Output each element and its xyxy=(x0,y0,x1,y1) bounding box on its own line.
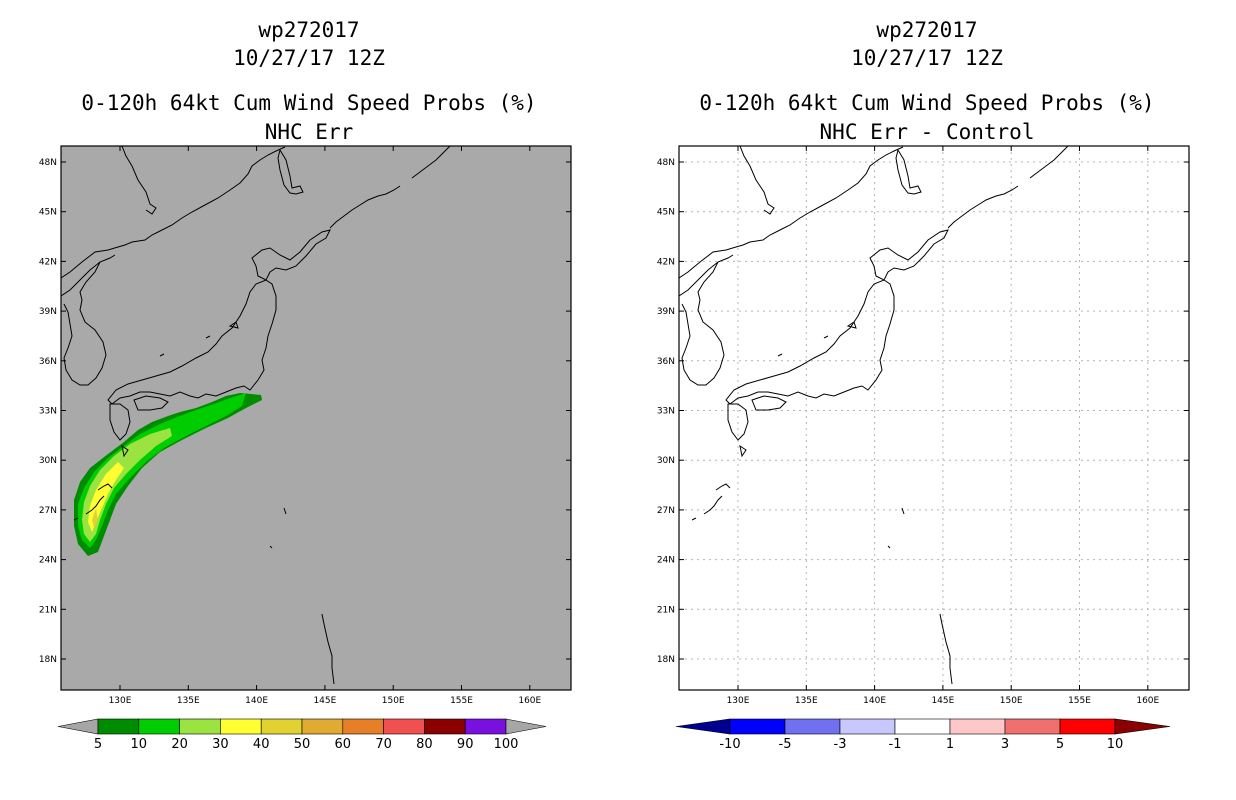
left-map-figure: 48N 45N 42N 39N 36N 33N 30N 27N 24N 21N 18N 130E 135… xyxy=(39,145,572,752)
lat-label: 21N xyxy=(657,605,675,615)
lat-label: 33N xyxy=(39,407,57,417)
colorbar-box xyxy=(179,718,221,735)
colorbar-end-right xyxy=(505,718,547,735)
colorbar-label: -1 xyxy=(889,737,902,752)
right-panel: wp272017 10/27/17 12Z 0-120h 64kt Cum Wi… xyxy=(618,0,1236,800)
colorbar-end-left xyxy=(675,718,731,735)
product-subtitle: NHC Err xyxy=(264,120,354,144)
colorbar-label: -3 xyxy=(834,737,847,752)
lat-label: 48N xyxy=(657,158,675,168)
lon-label: 145E xyxy=(931,696,954,706)
lon-label: 140E xyxy=(245,696,268,706)
lat-label: 42N xyxy=(39,257,57,267)
map-background xyxy=(679,146,1189,690)
lon-label: 150E xyxy=(382,696,405,706)
graticule xyxy=(679,146,1189,690)
lon-label: 145E xyxy=(313,696,336,706)
lat-label: 18N xyxy=(39,655,57,665)
lat-label: 39N xyxy=(39,307,57,317)
colorbar-box xyxy=(1004,718,1061,735)
colorbar-label: -5 xyxy=(779,737,792,752)
lat-label: 48N xyxy=(39,158,57,168)
colorbar-label: 90 xyxy=(457,737,474,752)
map-frame xyxy=(60,145,572,691)
colorbar-label: 10 xyxy=(1107,737,1124,752)
lon-label: 130E xyxy=(109,696,132,706)
lon-label: 160E xyxy=(518,696,541,706)
product-title: 0-120h 64kt Cum Wind Speed Probs (%) xyxy=(81,91,537,115)
swath-40pct xyxy=(92,508,98,528)
lon-label: 135E xyxy=(177,696,200,706)
colorbar-label: 70 xyxy=(375,737,392,752)
colorbar-label: 100 xyxy=(494,737,519,752)
colorbar: -10 -5 -3 -1 1 3 5 10 xyxy=(675,718,1171,752)
lat-label: 36N xyxy=(657,357,675,367)
lon-label: 155E xyxy=(1068,696,1091,706)
product-title: 0-120h 64kt Cum Wind Speed Probs (%) xyxy=(699,91,1155,115)
colorbar-box xyxy=(260,718,303,735)
lat-label: 36N xyxy=(39,357,57,367)
colorbar-box xyxy=(383,718,425,735)
colorbar-box xyxy=(729,718,786,735)
map-background xyxy=(61,146,571,690)
product-subtitle: NHC Err - Control xyxy=(819,120,1035,144)
colorbar-label: 30 xyxy=(212,737,229,752)
map-frame xyxy=(678,145,1190,691)
storm-id: wp272017 xyxy=(876,18,978,42)
lat-label: 30N xyxy=(657,456,675,466)
colorbar-box xyxy=(839,718,896,735)
colorbar-label: 1 xyxy=(946,737,954,752)
colorbar-box xyxy=(949,718,1006,735)
colorbar-box xyxy=(301,718,344,735)
colorbar-label: 20 xyxy=(171,737,188,752)
colorbar-box xyxy=(784,718,841,735)
colorbar-end-right xyxy=(1114,718,1171,735)
lat-label: 27N xyxy=(39,506,57,516)
colorbar-box xyxy=(138,718,180,735)
lat-label: 39N xyxy=(657,307,675,317)
colorbar-box xyxy=(97,718,140,735)
lat-label: 21N xyxy=(39,605,57,615)
lon-label: 160E xyxy=(1136,696,1159,706)
colorbar-end-left xyxy=(57,718,99,735)
colorbar: 5 10 20 30 40 50 60 70 80 90 100 xyxy=(57,718,547,752)
lon-label: 130E xyxy=(727,696,750,706)
lon-label: 155E xyxy=(450,696,473,706)
lon-label: 135E xyxy=(795,696,818,706)
lat-label: 18N xyxy=(657,655,675,665)
lat-label: 42N xyxy=(657,257,675,267)
lat-label: 45N xyxy=(39,208,57,218)
colorbar-box xyxy=(220,718,262,735)
colorbar-label: 10 xyxy=(131,737,148,752)
storm-id: wp272017 xyxy=(258,18,360,42)
colorbar-label: -10 xyxy=(719,737,740,752)
forecast-datetime: 10/27/17 12Z xyxy=(233,46,385,70)
left-panel: wp272017 10/27/17 12Z 0-120h 64kt Cum Wi… xyxy=(39,18,572,752)
lat-label: 24N xyxy=(657,556,675,566)
colorbar-label: 60 xyxy=(335,737,352,752)
lat-label: 24N xyxy=(39,556,57,566)
colorbar-box xyxy=(1059,718,1116,735)
lat-label: 33N xyxy=(657,407,675,417)
colorbar-label: 40 xyxy=(253,737,270,752)
lat-label: 45N xyxy=(657,208,675,218)
lat-label: 30N xyxy=(39,456,57,466)
forecast-datetime: 10/27/17 12Z xyxy=(851,46,1003,70)
lat-label: 27N xyxy=(657,506,675,516)
axis-labels: 48N 45N 42N 39N 36N 33N 30N 27N 24N 21N 18N 130E 135… xyxy=(39,146,571,706)
colorbar-box xyxy=(464,718,507,735)
colorbar-label: 5 xyxy=(1056,737,1064,752)
colorbar-box xyxy=(342,718,384,735)
colorbar-label: 80 xyxy=(416,737,433,752)
colorbar-box xyxy=(894,718,951,735)
colorbar-label: 3 xyxy=(1001,737,1009,752)
lon-label: 150E xyxy=(1000,696,1023,706)
lon-label: 140E xyxy=(863,696,886,706)
colorbar-label: 5 xyxy=(94,737,102,752)
colorbar-label: 50 xyxy=(294,737,311,752)
colorbar-box xyxy=(424,718,466,735)
axis-labels: 48N 45N 42N 39N 36N 33N 30N 27N 24N 21N 18N 130E 135… xyxy=(657,146,1189,706)
